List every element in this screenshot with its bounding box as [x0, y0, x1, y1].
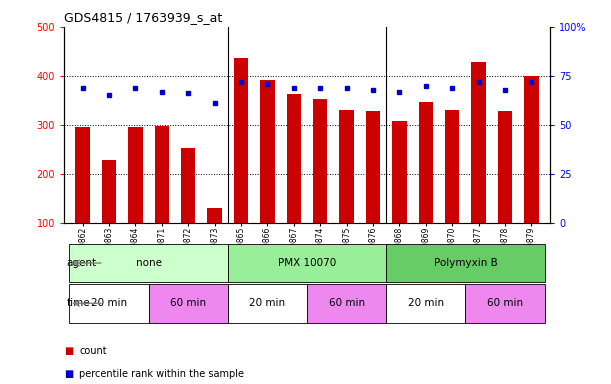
- Text: PMX 10070: PMX 10070: [278, 258, 336, 268]
- Bar: [339, 110, 354, 223]
- Bar: [181, 148, 196, 223]
- Text: 60 min: 60 min: [329, 298, 365, 308]
- Bar: [392, 121, 407, 223]
- Text: 20 min: 20 min: [249, 298, 285, 308]
- Text: 20 min: 20 min: [408, 298, 444, 308]
- Text: GDS4815 / 1763939_s_at: GDS4815 / 1763939_s_at: [64, 11, 222, 24]
- Bar: [234, 58, 248, 223]
- Text: time: time: [67, 298, 90, 308]
- Text: Polymyxin B: Polymyxin B: [434, 258, 497, 268]
- Bar: [75, 127, 90, 223]
- Bar: [386, 284, 466, 323]
- Bar: [148, 284, 228, 323]
- Bar: [228, 284, 307, 323]
- Text: 60 min: 60 min: [170, 298, 207, 308]
- Bar: [70, 284, 148, 323]
- Bar: [366, 111, 380, 223]
- Bar: [386, 244, 544, 282]
- Text: count: count: [79, 346, 107, 356]
- Text: ■: ■: [64, 346, 73, 356]
- Bar: [471, 62, 486, 223]
- Text: none: none: [136, 258, 162, 268]
- Bar: [307, 284, 386, 323]
- Bar: [260, 80, 275, 223]
- Bar: [228, 244, 386, 282]
- Bar: [70, 244, 228, 282]
- Bar: [102, 160, 116, 223]
- Bar: [207, 208, 222, 223]
- Bar: [287, 94, 301, 223]
- Text: 20 min: 20 min: [91, 298, 127, 308]
- Bar: [466, 284, 544, 323]
- Bar: [419, 102, 433, 223]
- Bar: [155, 126, 169, 223]
- Text: ■: ■: [64, 369, 73, 379]
- Text: 60 min: 60 min: [487, 298, 523, 308]
- Bar: [498, 111, 512, 223]
- Bar: [524, 76, 539, 223]
- Text: agent: agent: [67, 258, 97, 268]
- Bar: [313, 99, 327, 223]
- Text: percentile rank within the sample: percentile rank within the sample: [79, 369, 244, 379]
- Bar: [445, 110, 459, 223]
- Bar: [128, 127, 143, 223]
